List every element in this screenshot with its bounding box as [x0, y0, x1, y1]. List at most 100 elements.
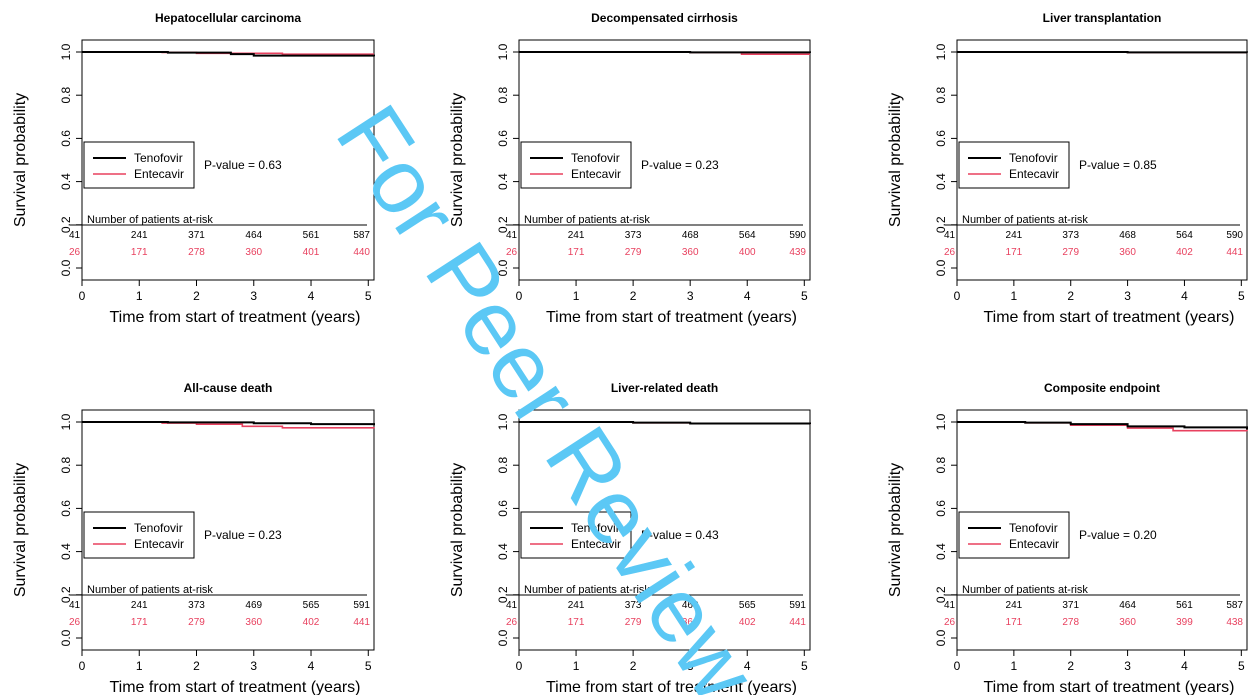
- p-value-label: P-value = 0.23: [641, 158, 719, 172]
- legend: Tenofovir Entecavir: [520, 141, 632, 189]
- risk-count-tenofovir: 41: [69, 230, 81, 241]
- p-value-label: P-value = 0.43: [641, 528, 719, 542]
- risk-count-tenofovir: 565: [739, 600, 756, 611]
- risk-count-entecavir: 26: [506, 247, 518, 258]
- x-tick-label: 3: [687, 659, 694, 673]
- risk-count-tenofovir: 564: [739, 230, 756, 241]
- x-tick-label: 4: [744, 659, 751, 673]
- panel-title: Hepatocellular carcinoma: [155, 11, 301, 25]
- risk-count-tenofovir: 565: [303, 600, 320, 611]
- risk-count-tenofovir: 468: [682, 230, 699, 241]
- x-tick-label: 0: [954, 659, 961, 673]
- y-tick-label: 1.0: [934, 43, 948, 60]
- risk-count-tenofovir: 41: [506, 600, 518, 611]
- x-tick-label: 3: [687, 289, 694, 303]
- x-tick-label: 5: [365, 289, 372, 303]
- x-tick-label: 2: [1067, 659, 1074, 673]
- risk-count-entecavir: 278: [1062, 617, 1079, 628]
- y-tick-label: 0.8: [59, 87, 73, 104]
- risk-count-tenofovir: 591: [789, 600, 806, 611]
- plot-frame: [81, 409, 375, 651]
- y-tick-label: 0.4: [934, 173, 948, 190]
- risk-count-tenofovir: 469: [245, 600, 262, 611]
- legend-box: [520, 141, 632, 189]
- x-tick-label: 1: [136, 659, 143, 673]
- risk-count-tenofovir: 371: [188, 230, 205, 241]
- x-tick-label: 0: [79, 289, 86, 303]
- risk-count-tenofovir: 241: [131, 600, 148, 611]
- risk-count-tenofovir: 591: [353, 600, 370, 611]
- x-tick-label: 3: [250, 659, 257, 673]
- y-tick-label: 1.0: [496, 43, 510, 60]
- risk-count-entecavir: 360: [682, 247, 699, 258]
- risk-count-entecavir: 400: [739, 247, 756, 258]
- y-tick-label: 0.6: [496, 500, 510, 517]
- x-tick-label: 4: [1181, 659, 1188, 673]
- plot-frame: [956, 409, 1248, 651]
- risk-count-entecavir: 26: [69, 247, 81, 258]
- x-tick-label: 0: [516, 659, 523, 673]
- x-axis-label: Time from start of treatment (years): [546, 679, 797, 695]
- x-tick-label: 5: [365, 659, 372, 673]
- legend: Tenofovir Entecavir: [958, 141, 1070, 189]
- risk-table-title: Number of patients at-risk: [962, 584, 1088, 596]
- x-tick-label: 4: [1181, 289, 1188, 303]
- risk-count-entecavir: 439: [789, 247, 806, 258]
- curve-tenofovir: [957, 51, 1248, 54]
- risk-count-entecavir: 440: [353, 247, 370, 258]
- legend-label-entecavir: Entecavir: [1009, 537, 1059, 551]
- risk-count-entecavir: 171: [1006, 617, 1023, 628]
- p-value-label: P-value = 0.20: [1079, 528, 1157, 542]
- y-tick-label: 0.8: [496, 87, 510, 104]
- y-axis-label: Survival probability: [449, 93, 466, 227]
- risk-count-entecavir: 438: [1226, 617, 1243, 628]
- x-tick-label: 1: [136, 289, 143, 303]
- risk-count-tenofovir: 41: [944, 230, 956, 241]
- risk-count-tenofovir: 41: [506, 230, 518, 241]
- y-tick-label: 0.2: [496, 216, 510, 233]
- legend-box: [83, 511, 195, 559]
- x-axis-label: Time from start of treatment (years): [546, 309, 797, 326]
- y-tick-label: 0.4: [496, 173, 510, 190]
- y-tick-label: 0.6: [934, 130, 948, 147]
- risk-count-entecavir: 402: [739, 617, 756, 628]
- legend-label-entecavir: Entecavir: [134, 167, 184, 181]
- legend-label-tenofovir: Tenofovir: [1009, 151, 1058, 165]
- risk-count-tenofovir: 564: [1176, 230, 1193, 241]
- legend-box: [83, 141, 195, 189]
- risk-count-tenofovir: 241: [1006, 230, 1023, 241]
- y-axis-label: Survival probability: [887, 93, 904, 227]
- risk-count-tenofovir: 41: [944, 600, 956, 611]
- x-tick-label: 0: [954, 289, 961, 303]
- plot-frame: [518, 409, 811, 651]
- y-tick-label: 0.0: [59, 259, 73, 276]
- x-tick-label: 0: [516, 289, 523, 303]
- x-tick-label: 1: [573, 659, 580, 673]
- risk-count-entecavir: 441: [353, 617, 370, 628]
- km-panel-2: Decompensated cirrhosis 0 1 2 3 4 5 Time from s…: [449, 11, 811, 326]
- x-axis-label: Time from start of treatment (years): [983, 679, 1234, 695]
- x-tick-label: 2: [630, 659, 637, 673]
- y-tick-label: 0.2: [59, 586, 73, 603]
- y-tick-label: 0.0: [496, 629, 510, 646]
- panel-title: Liver-related death: [611, 381, 718, 395]
- y-tick-label: 0.2: [934, 216, 948, 233]
- plot-frame: [518, 39, 811, 281]
- risk-count-tenofovir: 587: [353, 230, 370, 241]
- risk-table-title: Number of patients at-risk: [87, 214, 213, 226]
- y-tick-label: 0.8: [59, 457, 73, 474]
- risk-count-tenofovir: 468: [1119, 230, 1136, 241]
- risk-table-title: Number of patients at-risk: [524, 214, 650, 226]
- x-tick-label: 5: [801, 289, 808, 303]
- legend-label-tenofovir: Tenofovir: [571, 521, 620, 535]
- y-tick-label: 0.6: [496, 130, 510, 147]
- y-tick-label: 0.6: [59, 500, 73, 517]
- risk-count-entecavir: 441: [1226, 247, 1243, 258]
- curve-tenofovir: [519, 421, 811, 425]
- risk-count-entecavir: 279: [625, 247, 642, 258]
- y-tick-label: 0.8: [496, 457, 510, 474]
- risk-count-tenofovir: 561: [303, 230, 320, 241]
- risk-count-entecavir: 279: [625, 617, 642, 628]
- y-tick-label: 0.6: [934, 500, 948, 517]
